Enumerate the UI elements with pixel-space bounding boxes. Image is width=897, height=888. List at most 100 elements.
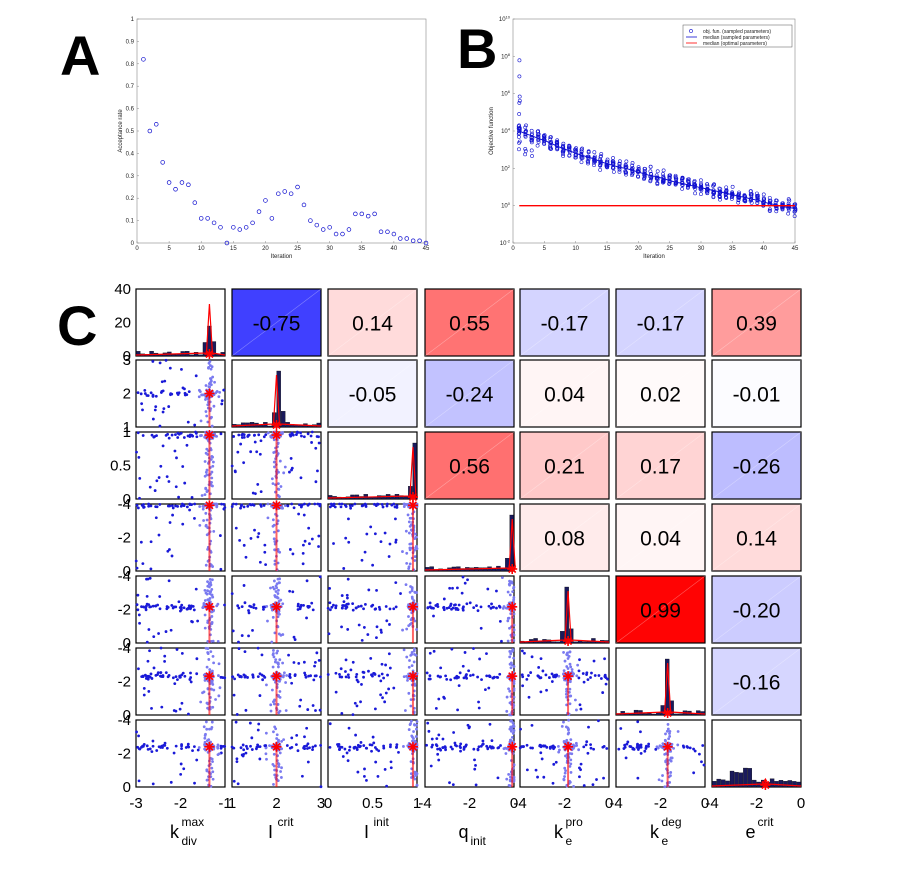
row-tick-label: -4 [118, 712, 131, 729]
scatter-point [460, 591, 464, 595]
scatter-point [438, 675, 442, 679]
scatter-point [305, 616, 308, 620]
scatter-point [288, 589, 292, 593]
b-data-point [718, 187, 723, 191]
scatter-point [464, 674, 468, 677]
scatter-point [212, 404, 216, 408]
scatter-point [577, 669, 581, 673]
scatter-point [264, 752, 268, 756]
scatter-point [288, 676, 292, 679]
scatter-point [209, 687, 213, 691]
scatter-point [334, 671, 338, 675]
scatter-point [576, 663, 580, 667]
scatter-point [319, 743, 323, 747]
scatter-point [170, 554, 174, 558]
b-data-point [755, 201, 760, 205]
scatter-point [259, 490, 263, 494]
scatter-point [288, 746, 292, 750]
scatter-point [569, 665, 573, 669]
a-y-axis-label: Acceptance rate [118, 109, 124, 153]
scatter-point [364, 602, 367, 606]
scatter-point [427, 729, 431, 733]
best-fit-star-stroke [205, 742, 214, 751]
scatter-point [507, 687, 510, 691]
scatter-point [357, 623, 361, 627]
scatter-point [628, 744, 632, 748]
histogram-bar [546, 639, 552, 644]
matrix-cell: 0.08 [519, 503, 610, 572]
scatter-point [141, 434, 145, 437]
scatter-point [552, 674, 556, 678]
scatter-point [527, 674, 530, 677]
best-fit-star-stroke [205, 672, 214, 681]
scatter-point [437, 697, 441, 701]
scatter-point [563, 771, 567, 775]
scatter-point [149, 504, 153, 508]
b-data-point [529, 128, 534, 133]
matrix-cell [230, 430, 322, 500]
a-data-point [166, 180, 172, 185]
scatter-point [205, 665, 209, 669]
b-data-point [623, 170, 628, 174]
scatter-point [171, 506, 175, 510]
scatter-point [505, 777, 509, 781]
scatter-point [461, 575, 465, 579]
scatter-point [316, 502, 320, 506]
scatter-point [309, 674, 313, 678]
scatter-point [299, 605, 303, 608]
scatter-point [263, 550, 267, 554]
scatter-point [210, 470, 214, 474]
scatter-point [560, 725, 564, 728]
scatter-point [563, 766, 567, 770]
scatter-point [597, 674, 601, 677]
a-data-point [378, 229, 384, 235]
b-data-point [655, 169, 660, 174]
scatter-point [211, 595, 215, 599]
scatter-point [149, 540, 153, 544]
scatter-point [179, 609, 182, 613]
histogram-bar [729, 770, 735, 788]
best-fit-star-stroke [205, 501, 214, 510]
scatter-point [202, 725, 206, 729]
scatter-point [334, 690, 338, 694]
legend-entry-median-sampled: median (sampled parameters) [703, 35, 770, 41]
matrix-cell [134, 500, 227, 572]
scatter-point [282, 671, 286, 675]
scatter-point [317, 441, 321, 445]
scatter-point [210, 720, 214, 724]
row-tick-label: 0 [123, 707, 131, 724]
scatter-point [315, 435, 319, 438]
b-data-point [529, 140, 534, 145]
scatter-point [254, 606, 258, 610]
scatter-point [498, 619, 502, 623]
parameter-label-base: k [650, 822, 660, 842]
scatter-point [444, 674, 447, 678]
scatter-point [436, 752, 440, 756]
scatter-point [654, 747, 658, 751]
b-data-point [555, 138, 560, 143]
panel-label-a: A [60, 24, 100, 87]
scatter-point [211, 770, 215, 774]
scatter-point [401, 628, 404, 632]
b-data-point [642, 174, 647, 179]
scatter-point [297, 661, 301, 665]
column-tick-label: 2 [272, 795, 280, 812]
scatter-point [222, 502, 226, 506]
scatter-point [179, 431, 183, 435]
b-data-point [661, 168, 666, 173]
correlation-cell [424, 359, 515, 428]
scatter-point [568, 662, 572, 666]
b-data-point [611, 156, 615, 160]
scatter-point [303, 502, 306, 506]
scatter-point [564, 725, 568, 729]
scatter-point [166, 675, 170, 679]
histogram-bar [734, 772, 739, 788]
b-data-point [642, 166, 647, 171]
scatter-point [196, 619, 200, 623]
scatter-point [268, 744, 271, 748]
scatter-point [164, 630, 168, 633]
scatter-point [639, 751, 643, 755]
b-x-tick-label: 0 [511, 246, 515, 252]
scatter-point [302, 543, 305, 547]
b-y-tick-label: 1010 [499, 15, 511, 24]
